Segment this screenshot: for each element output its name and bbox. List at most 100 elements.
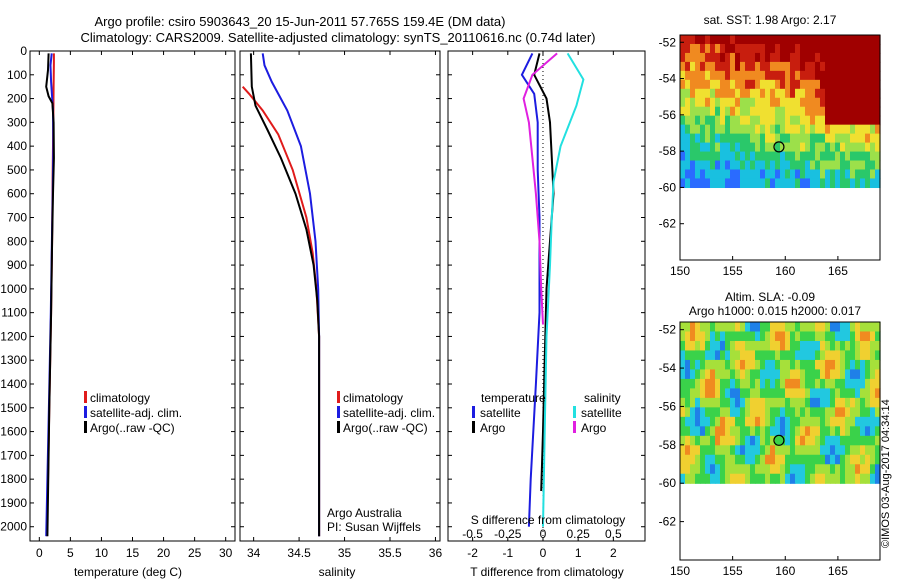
map-cell — [860, 106, 866, 117]
map-cell — [770, 97, 776, 108]
map-cell — [820, 397, 826, 408]
map-cell — [690, 350, 696, 361]
map-cell — [795, 88, 801, 99]
map-cell — [805, 124, 811, 135]
legend-swatch-t-satellite — [472, 406, 475, 418]
map-cell — [830, 350, 836, 361]
map-cell — [800, 133, 806, 144]
map-cell — [800, 350, 806, 361]
map-cell — [700, 169, 706, 180]
map-cell — [865, 169, 871, 180]
map-cell — [875, 359, 881, 371]
map-cell — [735, 464, 741, 475]
map-cell — [710, 160, 716, 171]
map-cell — [750, 416, 756, 427]
map-cell — [770, 124, 776, 135]
map-cell — [855, 70, 861, 81]
y-tick-label: 300 — [7, 115, 27, 129]
map-cell — [870, 378, 876, 389]
map-cell — [840, 115, 846, 126]
map-cell — [720, 52, 726, 63]
map-cell — [790, 79, 796, 90]
map-cell — [700, 426, 706, 437]
map-cell — [695, 416, 701, 427]
map-cell — [720, 416, 726, 427]
map-cell — [755, 142, 761, 153]
map-cell — [795, 416, 801, 427]
map-cell — [720, 369, 726, 380]
map-cell — [805, 97, 811, 108]
map-cell — [810, 397, 816, 408]
legend-label-satellite: satellite-adj. clim. — [90, 406, 182, 420]
map-cell — [860, 350, 866, 361]
map-cell — [725, 350, 731, 361]
map-cell — [685, 426, 691, 437]
map-cell — [690, 435, 696, 446]
map-cell — [825, 115, 831, 126]
map-cell — [740, 61, 746, 72]
map-cell — [695, 473, 701, 484]
map-cell — [695, 322, 701, 333]
map-cell — [875, 378, 881, 389]
map-cell — [755, 407, 761, 418]
map-cell — [855, 473, 861, 484]
map-cell — [850, 322, 856, 333]
map-cell — [825, 160, 831, 171]
map-cell — [840, 88, 846, 99]
map-cell — [855, 115, 861, 126]
map-cell — [840, 464, 846, 475]
map-cell — [845, 445, 851, 456]
map-cell — [750, 61, 756, 72]
map-cell — [685, 160, 691, 171]
map-cell — [875, 115, 881, 126]
y-tick-label: -62 — [659, 217, 677, 231]
map-cell — [825, 397, 831, 408]
map-cell — [750, 322, 756, 333]
map-cell — [730, 473, 736, 484]
map-cell — [835, 350, 841, 361]
map-cell — [775, 52, 781, 63]
map-cell — [745, 369, 751, 380]
map-cell — [690, 124, 696, 135]
map-cell — [775, 106, 781, 117]
map-cell — [730, 331, 736, 342]
map-cell — [750, 160, 756, 171]
map-cell — [755, 106, 761, 117]
map-cell — [765, 426, 771, 437]
y-tick-label: 1200 — [0, 329, 27, 343]
map-cell — [715, 426, 721, 437]
map-cell — [710, 416, 716, 427]
map-cell — [690, 70, 696, 81]
map-cell — [805, 426, 811, 437]
map-cell — [775, 473, 781, 484]
map-cell — [775, 70, 781, 81]
map-cell — [850, 369, 856, 380]
map-cell — [830, 133, 836, 144]
map-cell — [780, 378, 786, 389]
map-cell — [790, 350, 796, 361]
map-cell — [825, 43, 831, 54]
map-cell — [830, 435, 836, 446]
map-cell — [845, 35, 851, 45]
map-cell — [775, 426, 781, 437]
y-tick-label: -58 — [659, 144, 677, 158]
map-cell — [745, 331, 751, 342]
map-cell — [765, 142, 771, 153]
legend-swatch-s-argo — [573, 421, 576, 433]
map-cell — [690, 397, 696, 408]
map-cell — [790, 43, 796, 54]
map-cell — [800, 473, 806, 484]
map-cell — [770, 52, 776, 63]
map-cell — [865, 397, 871, 408]
map-cell — [690, 359, 696, 371]
map-cell — [820, 359, 826, 371]
map-cell — [790, 160, 796, 171]
map-cell — [785, 178, 791, 189]
map-cell — [720, 464, 726, 475]
map-cell — [725, 331, 731, 342]
x-tick-label: 2 — [610, 546, 617, 560]
map-cell — [740, 160, 746, 171]
map-cell — [745, 388, 751, 399]
map-cell — [780, 416, 786, 427]
map-cell — [850, 70, 856, 81]
